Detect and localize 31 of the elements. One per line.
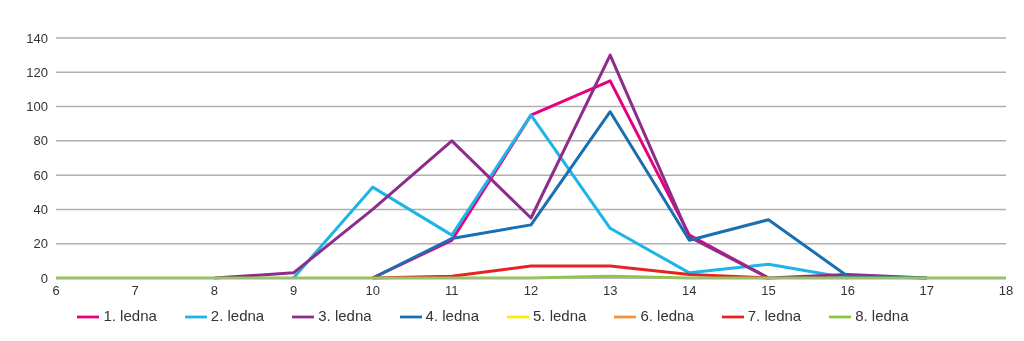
legend-label: 2. ledna	[210, 306, 265, 324]
y-tick-label: 140	[26, 30, 48, 46]
y-tick-label: 60	[33, 167, 48, 183]
x-tick-label: 17	[919, 283, 935, 299]
y-tick-label: 100	[26, 99, 48, 115]
x-tick-label: 15	[761, 283, 776, 299]
line-series	[371, 110, 929, 280]
legend-label: 8. ledna	[855, 306, 909, 324]
y-tick-label: 0	[40, 270, 48, 286]
y-tick-label: 40	[33, 202, 48, 218]
x-tick-label: 9	[289, 283, 298, 299]
x-tick-label: 8	[210, 283, 218, 299]
x-tick-label: 7	[131, 283, 139, 299]
x-tick-label: 11	[445, 283, 459, 299]
legend-label: 6. ledna	[640, 306, 694, 324]
x-tick-label: 10	[365, 283, 380, 299]
legend-label: 1. ledna	[103, 306, 157, 324]
legend-label: 7. ledna	[747, 306, 802, 324]
y-tick-label: 120	[26, 64, 48, 80]
x-tick-label: 18	[998, 283, 1014, 299]
x-tick-label: 13	[602, 283, 618, 299]
y-tick-label: 20	[33, 236, 48, 252]
x-tick-label: 14	[682, 283, 697, 299]
legend-label: 4. ledna	[425, 306, 479, 324]
x-tick-label: 16	[840, 283, 855, 299]
line-series	[371, 264, 770, 280]
legend-label: 5. ledna	[533, 306, 587, 324]
x-tick-label: 12	[523, 283, 539, 299]
y-tick-label: 80	[33, 133, 48, 149]
legend-label: 3. ledna	[318, 306, 372, 324]
x-tick-label: 6	[52, 283, 60, 299]
